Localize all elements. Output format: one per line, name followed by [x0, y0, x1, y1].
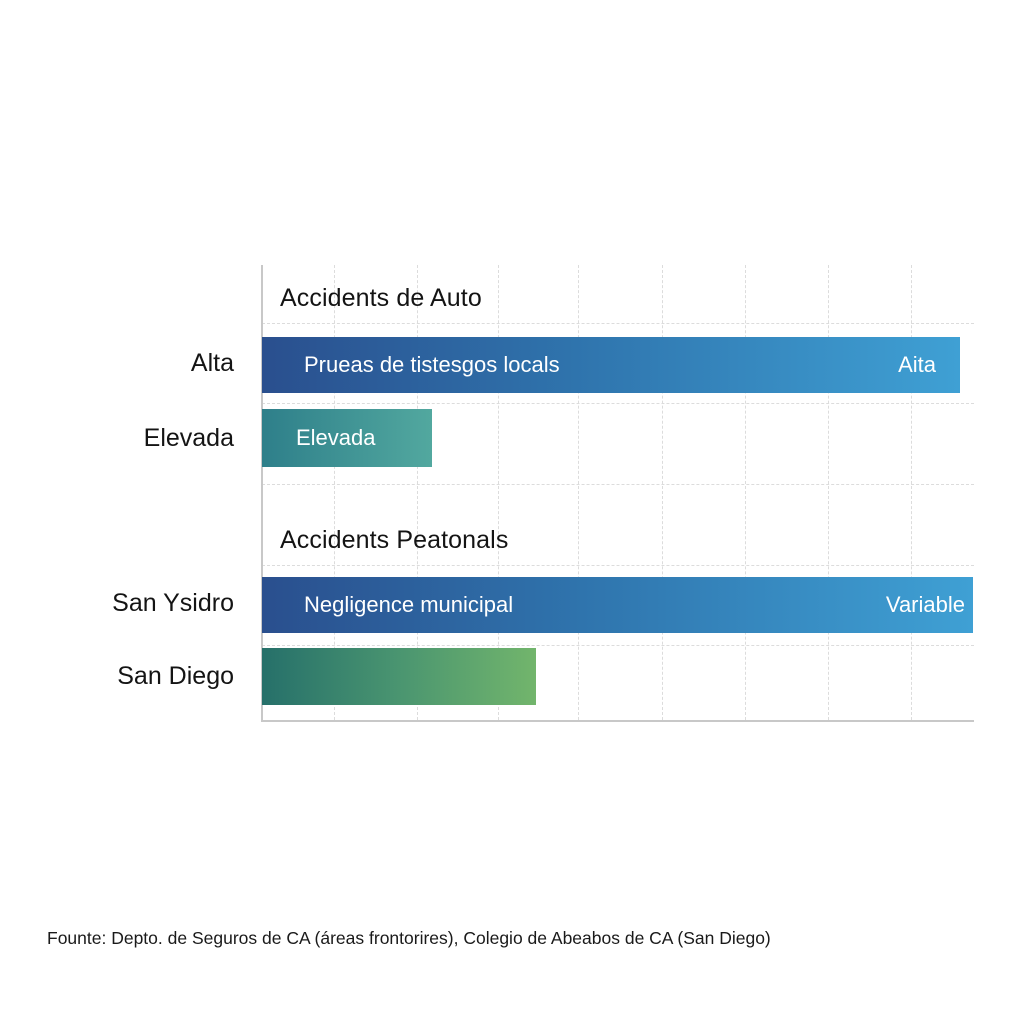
group-title-pedestrian: Accidents Peatonals [280, 526, 509, 554]
y-axis-line [261, 265, 263, 722]
v-gridline [417, 265, 418, 720]
x-axis-line [261, 720, 974, 722]
bar-san-ysidro: Negligence municipal Variable [262, 577, 973, 633]
bar-end-label: Aita [898, 352, 936, 377]
category-label-alta: Alta [190, 349, 234, 377]
bar-elevada: Elevada [262, 409, 432, 467]
v-gridline [498, 265, 499, 720]
v-gridline [911, 265, 912, 720]
bar-inner-label: Elevada [296, 425, 376, 450]
v-gridline [828, 265, 829, 720]
category-label-san-ysidro: San Ysidro [112, 589, 234, 617]
h-gridline [262, 323, 974, 324]
group-title-auto: Accidents de Auto [280, 284, 482, 312]
category-label-elevada: Elevada [143, 424, 234, 452]
bar-inner-label: Negligence municipal [304, 592, 514, 617]
h-gridline [262, 484, 974, 485]
bar-inner-label: Prueas de tistesgos locals [304, 352, 560, 377]
v-gridline [745, 265, 746, 720]
v-gridline [334, 265, 335, 720]
v-gridline [662, 265, 663, 720]
h-gridline [262, 645, 974, 646]
bar-end-label: Variable [885, 592, 965, 617]
category-label-san-diego: San Diego [117, 662, 234, 690]
bar-alta: Prueas de tistesgos locals Aita [262, 337, 960, 393]
h-gridline [262, 403, 974, 404]
bar-san-diego [262, 648, 536, 705]
v-gridline [578, 265, 579, 720]
h-gridline [262, 565, 974, 566]
source-note: Founte: Depto. de Seguros de CA (áreas f… [47, 928, 771, 948]
